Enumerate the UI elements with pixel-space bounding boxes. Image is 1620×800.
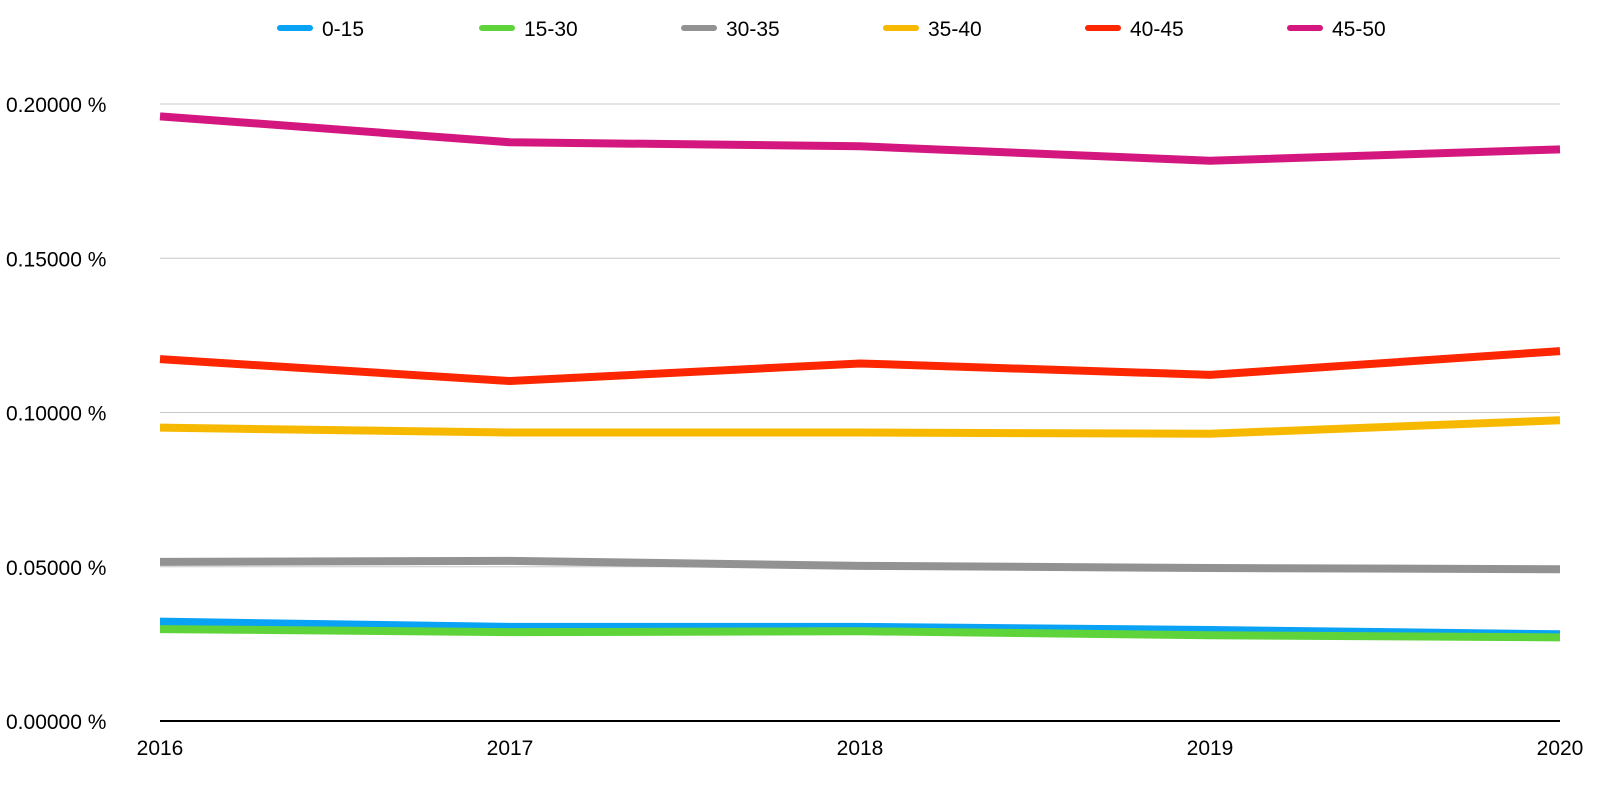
y-tick-label: 0.05000 %	[6, 557, 106, 580]
series-line-45-50	[159, 112, 1561, 165]
y-axis-ticks: 0.00000 % 0.05000 % 0.10000 % 0.15000 % 0.20…	[6, 94, 106, 734]
series-line-15-30	[159, 625, 1561, 642]
legend-label: 30-35	[726, 18, 780, 41]
legend-label: 15-30	[524, 18, 578, 41]
y-tick-label: 0.10000 %	[6, 403, 106, 426]
legend-label: 45-50	[1332, 18, 1386, 41]
y-tick-label: 0.15000 %	[6, 248, 106, 271]
series-line-35-40	[159, 416, 1561, 438]
legend-label: 40-45	[1130, 18, 1184, 41]
series-line-40-45	[159, 347, 1561, 386]
legend-label: 35-40	[928, 18, 982, 41]
y-tick-label: 0.20000 %	[6, 94, 106, 117]
series-line-30-35	[159, 556, 1561, 574]
gridlines	[160, 103, 1560, 568]
legend-label: 0-15	[322, 18, 364, 41]
x-tick-label: 2017	[487, 737, 534, 760]
legend: 0-15 15-30 30-35 35-40 40-45 45-50	[277, 18, 1386, 41]
x-axis-ticks: 2016 2017 2018 2019 2020	[137, 737, 1584, 760]
x-tick-label: 2019	[1187, 737, 1234, 760]
series-lines	[159, 112, 1561, 642]
y-tick-label: 0.00000 %	[6, 711, 106, 734]
x-tick-label: 2018	[837, 737, 884, 760]
x-tick-label: 2020	[1537, 737, 1584, 760]
series-line-0-15	[159, 617, 1561, 639]
x-tick-label: 2016	[137, 737, 184, 760]
